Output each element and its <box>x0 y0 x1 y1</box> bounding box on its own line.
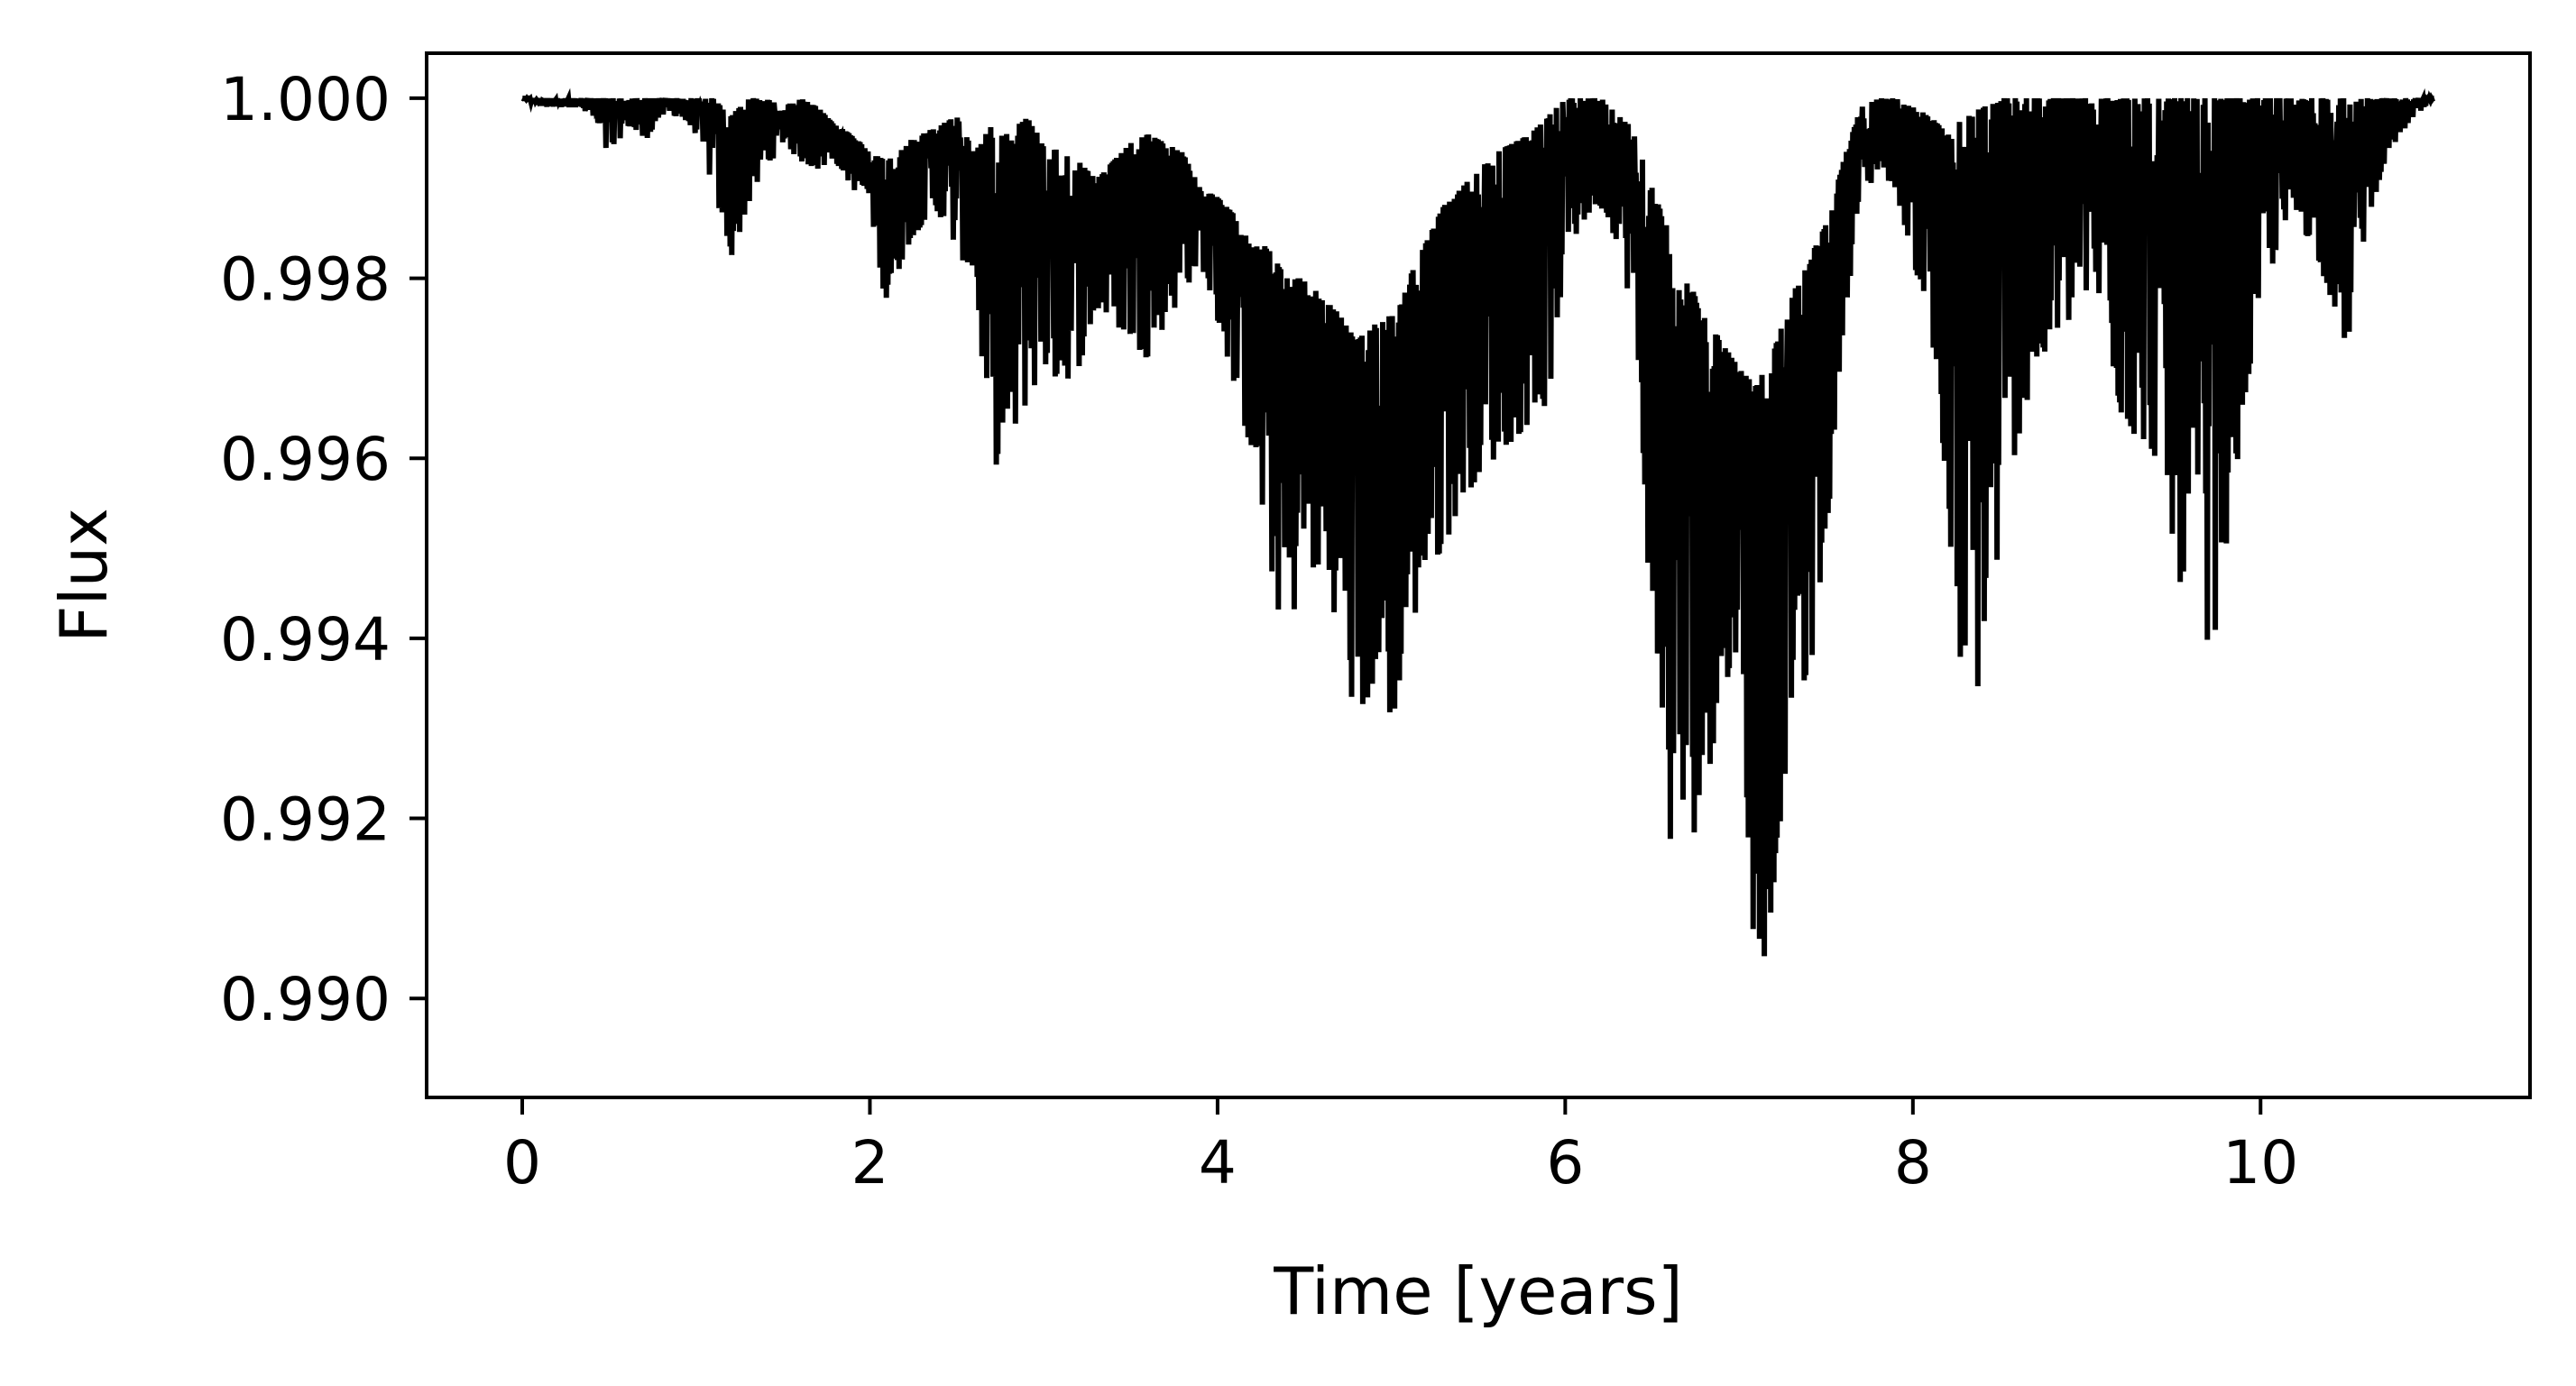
y-tick-label: 0.998 <box>220 245 391 315</box>
y-tick-label: 0.996 <box>220 425 391 494</box>
y-tick-label: 0.990 <box>220 965 391 1034</box>
x-tick-label: 4 <box>1199 1128 1237 1198</box>
plot-area <box>520 87 2435 957</box>
series-line-0 <box>520 87 2435 957</box>
x-axis-label: Time [years] <box>1273 1253 1682 1329</box>
x-tick-label: 2 <box>851 1128 888 1198</box>
y-tick-label: 0.992 <box>220 785 391 855</box>
y-tick-label: 1.000 <box>220 65 391 134</box>
y-axis-ticks: 0.990 0.992 0.994 0.996 0.998 1.000 <box>220 65 427 1034</box>
x-tick-label: 6 <box>1546 1128 1584 1198</box>
y-axis-label: Flux <box>46 508 122 643</box>
x-tick-label: 10 <box>2222 1128 2298 1198</box>
y-tick-label: 0.994 <box>220 605 391 675</box>
x-tick-label: 8 <box>1894 1128 1932 1198</box>
x-tick-label: 0 <box>503 1128 541 1198</box>
plot-frame <box>425 51 2532 1099</box>
x-axis-ticks: 0 2 4 6 8 10 <box>503 1097 2298 1198</box>
